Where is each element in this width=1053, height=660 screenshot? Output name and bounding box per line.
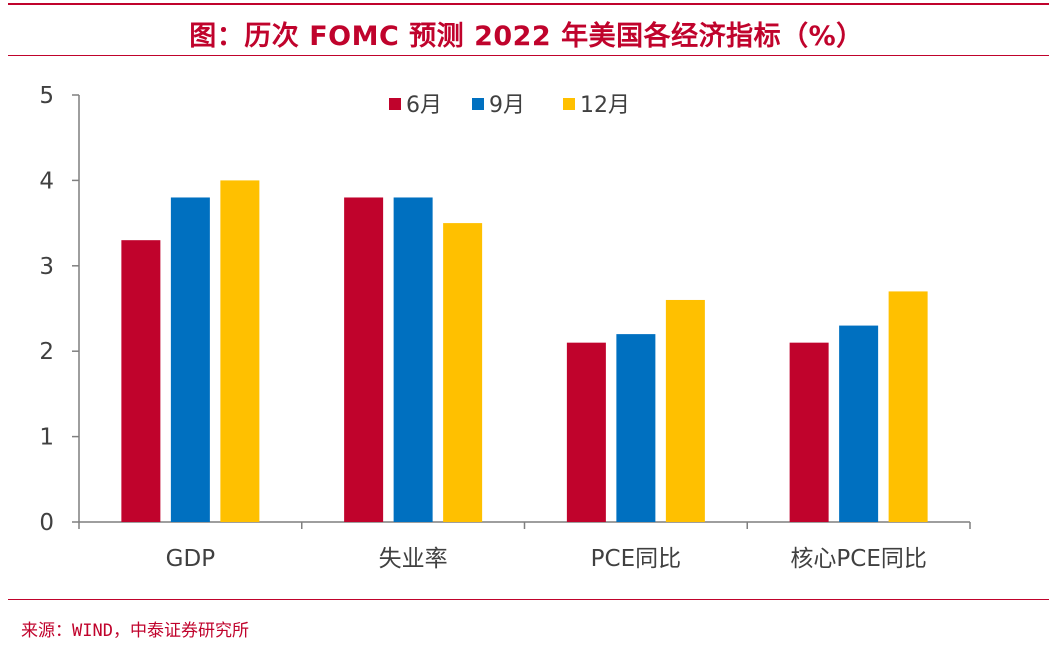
x-tick-label: 核心PCE同比 — [790, 546, 926, 572]
legend-swatch — [563, 98, 575, 110]
bar — [393, 197, 433, 523]
y-tick-label: 4 — [39, 168, 54, 194]
top-rule — [8, 3, 1049, 5]
legend-label: 12月 — [580, 93, 630, 118]
bar — [443, 223, 483, 522]
bar — [566, 342, 606, 522]
y-tick-label: 3 — [39, 254, 54, 280]
x-axis: GDP 失业率 PCE同比 核心PCE同比 — [78, 521, 971, 572]
bar — [789, 342, 829, 522]
x-tick-label: 失业率 — [379, 546, 448, 572]
legend: 6月 9月 12月 — [389, 93, 630, 118]
bar — [344, 197, 384, 523]
legend-label: 6月 — [406, 93, 442, 118]
y-tick-label: 1 — [39, 425, 54, 451]
y-tick-label: 5 — [39, 83, 54, 109]
bar — [616, 334, 656, 522]
x-tick-label: GDP — [166, 546, 216, 572]
title-divider — [8, 55, 1049, 56]
x-tick-label: PCE同比 — [591, 546, 681, 572]
legend-label: 9月 — [489, 93, 525, 118]
bar-chart: 0 1 2 3 4 5 GDP 失业率 PCE同比 核心PCE同比 6月 9月 12月 — [39, 83, 971, 572]
bars — [121, 180, 928, 523]
source-divider — [8, 599, 1049, 600]
y-axis: 0 1 2 3 4 5 — [39, 83, 80, 536]
bar — [170, 197, 210, 523]
bar — [665, 299, 705, 522]
bar — [888, 291, 928, 522]
source-note: 来源：WIND，中泰证券研究所 — [21, 621, 249, 641]
legend-swatch — [472, 98, 484, 110]
bar — [839, 325, 879, 522]
y-tick-label: 2 — [39, 339, 54, 365]
y-tick-label: 0 — [39, 510, 54, 536]
bar — [121, 240, 161, 522]
bar — [220, 180, 260, 522]
legend-swatch — [389, 98, 401, 110]
chart-title: 图：历次 FOMC 预测 2022 年美国各经济指标（%） — [189, 21, 864, 52]
